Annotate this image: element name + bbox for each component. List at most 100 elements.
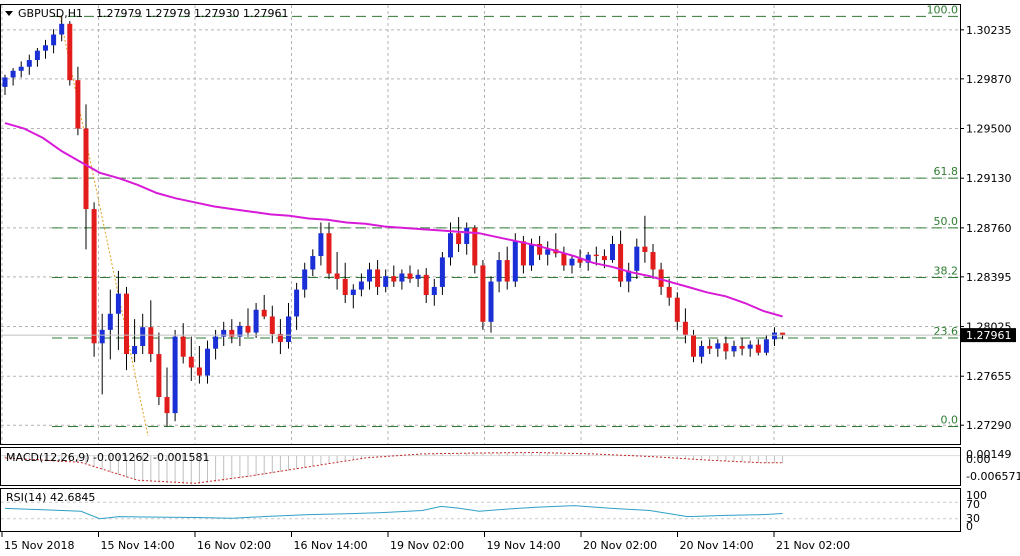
candle (747, 340, 753, 357)
candle (99, 313, 105, 395)
candle-body (91, 209, 97, 344)
candle-body (723, 343, 729, 352)
candle-body (504, 260, 510, 282)
fib-level-label: 23.6 (934, 325, 959, 338)
candle (83, 104, 89, 250)
candle-body (634, 246, 640, 271)
x-tick-label: 21 Nov 02:00 (776, 539, 850, 552)
candle (464, 222, 470, 255)
candle-body (610, 243, 615, 261)
candle-body (310, 256, 316, 270)
candle (480, 260, 486, 330)
candle (294, 282, 300, 330)
candle-body (431, 286, 437, 295)
candle (269, 305, 275, 344)
candle (415, 269, 421, 287)
candle-body (148, 327, 154, 355)
candle (148, 300, 154, 363)
candle-body (496, 260, 502, 282)
candle-body (658, 269, 664, 287)
candle-body (59, 23, 65, 35)
candle-body (34, 50, 40, 61)
candle-body (269, 316, 275, 334)
candle (164, 367, 170, 427)
rsi-panel-frame (0, 488, 961, 532)
symbol-label[interactable]: GBPUSD,H1 (18, 7, 83, 20)
y-tick-label: 1.29500 (966, 123, 1012, 136)
y-tick-label: 1.28395 (966, 271, 1012, 284)
candle-body (67, 23, 73, 81)
y-tick-label: 1.30235 (966, 24, 1012, 37)
candle (682, 308, 688, 344)
candle (642, 215, 648, 263)
candle-body (772, 332, 777, 340)
candle (253, 303, 259, 338)
y-tick-label: 1.29130 (966, 172, 1012, 185)
candle (763, 335, 769, 356)
candle-body (407, 273, 413, 279)
candle (261, 294, 267, 320)
candle-body (213, 336, 219, 349)
candle (715, 339, 721, 357)
fib-level-label: 100.0 (927, 3, 959, 16)
macd-axis-zero: 0.00 (966, 453, 991, 466)
candle (593, 246, 599, 266)
macd-axis-max: 0.00149 (966, 448, 1012, 461)
macd-axis-min: -0.006571 (966, 470, 1020, 483)
candle-body (83, 128, 89, 210)
candle-body (75, 80, 81, 129)
rsi-indicator (1, 501, 960, 520)
price-axis: 1.30235 1.29870 1.29500 1.29130 1.28760 1.283… (960, 24, 1012, 432)
fib-anchor-line (59, 16, 149, 437)
candle-body (229, 329, 235, 337)
candle-body (415, 274, 421, 279)
candle (221, 321, 227, 346)
y-tick-label: 1.29870 (966, 73, 1012, 86)
x-tick-label: 20 Nov 02:00 (583, 539, 657, 552)
candle (504, 246, 510, 290)
candle-body (464, 227, 470, 244)
candle-body (124, 293, 129, 355)
candle (407, 265, 413, 283)
candle-body (205, 348, 210, 376)
main-panel-frame (0, 4, 961, 445)
candle-body (650, 252, 656, 270)
symbol-dropdown-icon[interactable] (5, 11, 13, 16)
candle (277, 319, 283, 355)
candle-body (472, 227, 478, 266)
candle (375, 260, 381, 295)
candle-body (674, 297, 680, 322)
candle (367, 262, 372, 290)
candle (124, 286, 129, 371)
candle-body (512, 241, 518, 282)
candle (75, 66, 81, 136)
candle (115, 270, 121, 351)
candle (156, 332, 162, 406)
candle (448, 222, 453, 266)
candles (2, 15, 786, 427)
current-price-label: 1.27961 (966, 329, 1012, 342)
candle-body (537, 243, 543, 255)
x-tick-label: 16 Nov 14:00 (294, 539, 368, 552)
candle-body (367, 269, 372, 282)
x-tick-label: 19 Nov 02:00 (390, 539, 464, 552)
candle (626, 262, 632, 293)
candle-body (277, 333, 283, 342)
candle-body (780, 332, 786, 336)
candle (488, 276, 494, 333)
y-tick-label: 1.27655 (966, 370, 1012, 383)
candle-body (302, 269, 308, 290)
candle-body (245, 325, 251, 333)
candle (245, 308, 251, 337)
candle (237, 321, 243, 346)
x-tick-label: 20 Nov 14:00 (680, 539, 754, 552)
candle-body (107, 313, 113, 330)
candle-body (456, 233, 462, 244)
candle-body (731, 345, 737, 352)
candle-body (545, 249, 551, 255)
candle-body (439, 257, 445, 287)
candle-body (342, 278, 348, 295)
candle (2, 74, 8, 95)
candle-body (156, 354, 162, 398)
candle-body (51, 34, 57, 46)
